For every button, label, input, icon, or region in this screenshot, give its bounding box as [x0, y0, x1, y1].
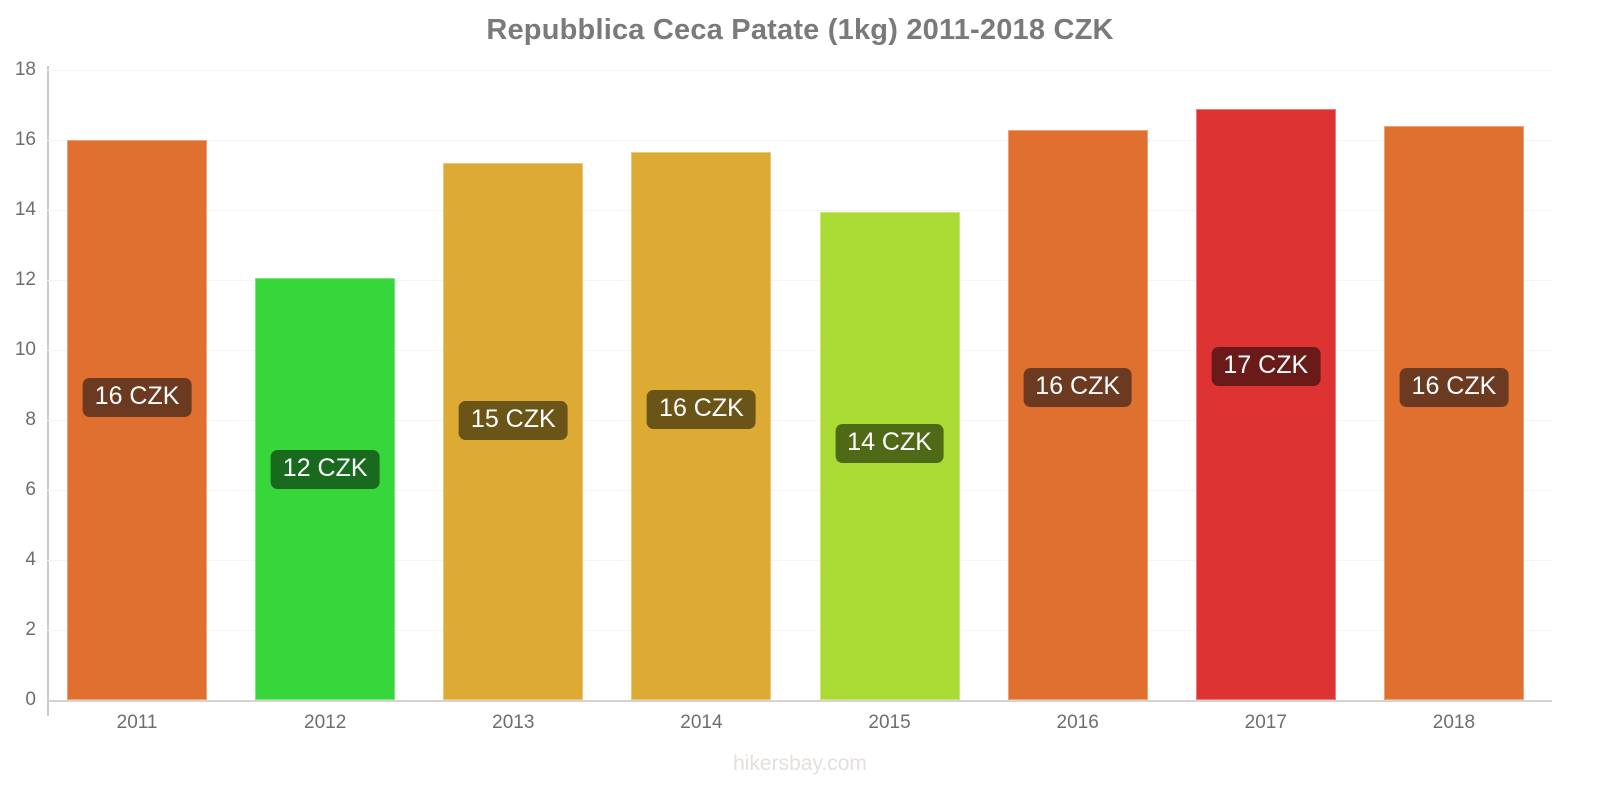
y-axis-tick-label: 12 — [14, 269, 36, 290]
gridline — [47, 210, 1552, 211]
gridline — [47, 350, 1552, 351]
y-axis-tick-label: 14 — [14, 199, 36, 220]
y-axis-tick-label: 0 — [25, 689, 36, 710]
bar-value-label-2016: 16 CZK — [1023, 367, 1133, 407]
x-axis-tick-label-2015: 2015 — [868, 712, 911, 733]
x-axis-tick-label-2012: 2012 — [304, 712, 347, 733]
y-axis-line — [47, 66, 49, 716]
bar-value-label-2015: 14 CZK — [835, 423, 944, 463]
gridline — [47, 140, 1552, 141]
watermark-label: hikersbay.com — [733, 752, 867, 775]
bar-value-label-2014: 16 CZK — [647, 390, 756, 430]
x-axis-tick-label-2018: 2018 — [1432, 712, 1476, 733]
gridline — [47, 280, 1552, 281]
plot-area — [47, 70, 1552, 702]
bar-value-label-2017: 17 CZK — [1211, 346, 1321, 386]
bar-value-label-2013: 15 CZK — [458, 400, 568, 440]
bar-2017[interactable] — [1195, 108, 1336, 700]
bar-2016[interactable] — [1007, 129, 1148, 700]
x-axis-tick-label-2014: 2014 — [680, 712, 723, 733]
y-axis-tick-label: 18 — [14, 59, 36, 80]
y-axis-tick-label: 10 — [14, 339, 36, 360]
gridline — [47, 630, 1552, 631]
y-axis-tick-label: 4 — [25, 549, 36, 570]
bar-value-label-2018: 16 CZK — [1399, 367, 1509, 407]
chart-title: Repubblica Ceca Patate (1kg) 2011-2018 C… — [486, 14, 1114, 46]
gridline — [47, 420, 1552, 421]
bar-2012[interactable] — [255, 278, 396, 700]
y-axis-tick-label: 8 — [25, 409, 36, 430]
x-axis-tick-label-2013: 2013 — [492, 712, 535, 733]
x-axis-tick-label-2011: 2011 — [116, 712, 158, 733]
bar-2018[interactable] — [1383, 126, 1524, 700]
gridline — [47, 490, 1552, 491]
y-axis-tick-label: 2 — [25, 619, 36, 640]
y-axis-tick-label: 6 — [25, 479, 36, 500]
x-axis-tick-label-2016: 2016 — [1056, 712, 1099, 733]
gridline — [47, 560, 1552, 561]
gridline — [47, 70, 1552, 71]
bar-value-label-2011: 16 CZK — [82, 378, 192, 417]
bar-value-label-2012: 12 CZK — [270, 449, 380, 489]
bar-2011[interactable] — [67, 140, 208, 700]
gridline — [47, 700, 1552, 702]
y-axis-tick-label: 16 — [14, 129, 36, 150]
x-axis-tick-label-2017: 2017 — [1244, 712, 1287, 733]
